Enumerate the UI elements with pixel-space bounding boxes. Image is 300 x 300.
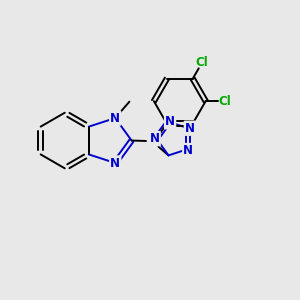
- Text: N: N: [183, 144, 193, 157]
- Text: Cl: Cl: [196, 56, 208, 69]
- Text: N: N: [150, 132, 160, 145]
- Text: N: N: [110, 112, 120, 124]
- Text: N: N: [185, 122, 195, 135]
- Text: Cl: Cl: [218, 95, 231, 108]
- Text: S: S: [148, 135, 156, 148]
- Text: N: N: [110, 157, 120, 169]
- Text: N: N: [165, 115, 175, 128]
